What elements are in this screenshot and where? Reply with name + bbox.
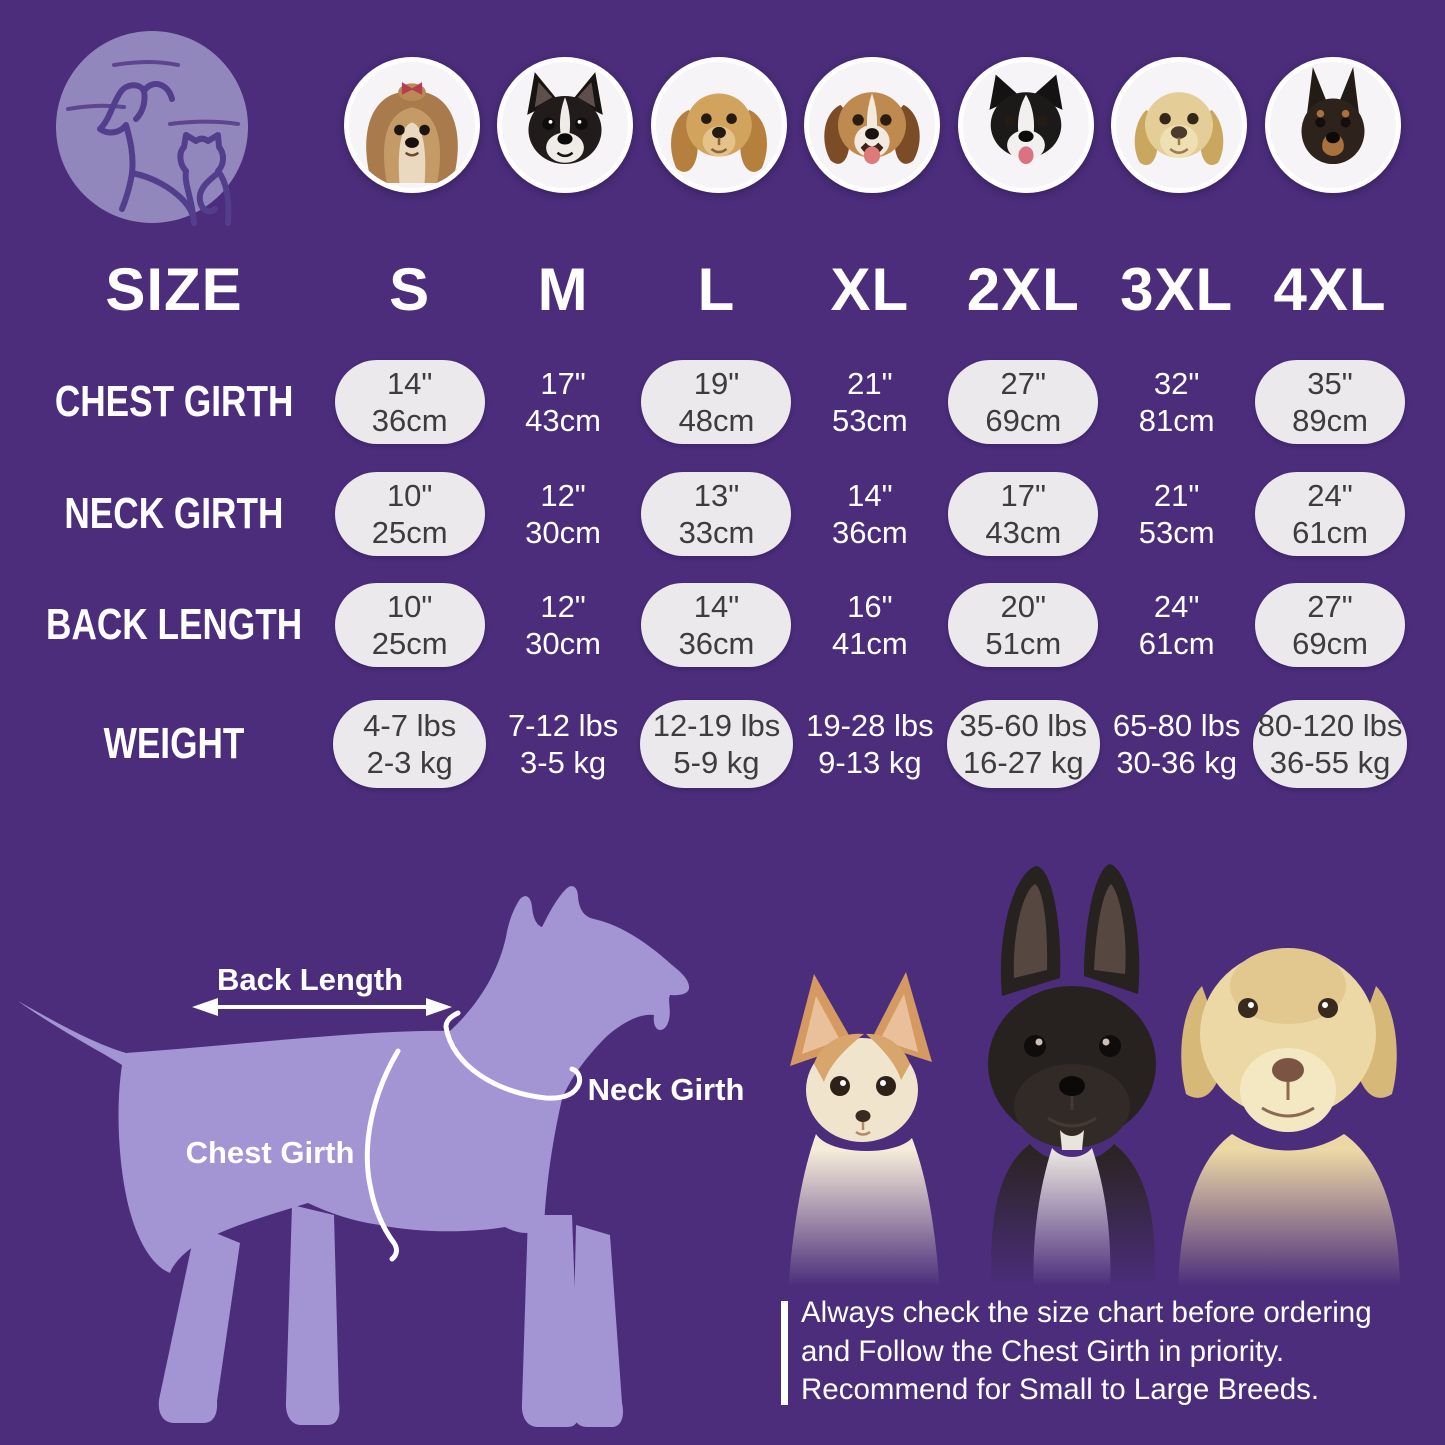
size-cell: 4-7 lbs 2-3 kg [333, 681, 487, 807]
labrador-large-icon [1178, 948, 1400, 1292]
size-cell: 17" 43cm [947, 459, 1100, 569]
breed-photo-labrador [1111, 57, 1247, 193]
beagle-icon [824, 92, 920, 165]
back-length-label: Back Length [216, 962, 404, 997]
neck-girth-label: Neck Girth [587, 1072, 745, 1107]
note-line: and Follow the Chest Girth in priority. [801, 1334, 1285, 1368]
size-cell: 80-120 lbs 36-55 kg [1253, 681, 1407, 807]
doberman-icon [1301, 67, 1365, 165]
row-label-weight: WEIGHT [103, 719, 245, 768]
size-cell: 12-19 lbs 5-9 kg [639, 681, 794, 807]
row-label-back-length: BACK LENGTH [45, 600, 303, 649]
sizing-note: Always check the size chart before order… [801, 1294, 1445, 1410]
size-cell: 17" 43cm [525, 366, 601, 438]
size-cell: 14" 36cm [831, 478, 908, 550]
french-bulldog-icon [988, 864, 1156, 1292]
size-cell: 27" 69cm [1253, 569, 1406, 681]
border-collie-icon [989, 74, 1063, 165]
size-header-xl: XL [830, 255, 910, 323]
breed-photo-boston-terrier [497, 57, 633, 193]
size-cell: 32" 81cm [1138, 366, 1215, 438]
size-cell: 21" 53cm [1138, 478, 1215, 550]
row-label-neck-girth: NECK GIRTH [64, 489, 284, 538]
size-cell: 27" 69cm [947, 345, 1100, 459]
size-cell: 65-80 lbs 30-36 kg [1112, 708, 1241, 780]
size-table: SIZE S M L XL 2XL 3XL 4XL CHEST GIRTH 14… [15, 233, 1407, 807]
chihuahua-icon [788, 972, 940, 1292]
size-cell: 10" 25cm [333, 459, 486, 569]
measurement-diagram [18, 886, 690, 1427]
size-column-title: SIZE [105, 255, 243, 323]
size-cell: 12" 30cm [525, 478, 601, 550]
breed-photo-cocker-spaniel [651, 57, 787, 193]
size-header-l: L [697, 255, 736, 323]
row-label-chest-girth: CHEST GIRTH [54, 377, 294, 426]
size-cell: 10" 25cm [333, 569, 486, 681]
size-cell: 14" 36cm [640, 569, 793, 681]
size-cell: 21" 53cm [831, 366, 908, 438]
size-header-4xl: 4XL [1273, 255, 1387, 323]
size-cell: 14" 36cm [333, 345, 486, 459]
chest-girth-label: Chest Girth [185, 1135, 355, 1170]
size-cell: 13" 33cm [640, 459, 793, 569]
size-header-2xl: 2XL [966, 255, 1080, 323]
note-line: Always check the size chart before order… [801, 1296, 1372, 1329]
size-header-s: S [389, 255, 431, 323]
three-dogs-photo [788, 864, 1400, 1292]
boston-terrier-icon [527, 72, 603, 165]
size-header-3xl: 3XL [1120, 255, 1234, 323]
breed-photo-shih-tzu [344, 57, 480, 193]
size-cell: 12" 30cm [525, 589, 601, 661]
size-header-m: M [537, 255, 589, 323]
size-cell: 7-12 lbs 3-5 kg [507, 708, 619, 780]
note-accent-bar [781, 1301, 788, 1405]
size-cell: 24" 61cm [1138, 589, 1215, 661]
size-cell: 35" 89cm [1253, 345, 1406, 459]
cocker-spaniel-icon [671, 93, 767, 172]
size-cell: 20" 51cm [947, 569, 1100, 681]
dog-cat-logo-icon [56, 31, 248, 226]
size-cell: 16" 41cm [831, 589, 908, 661]
labrador-icon [1134, 92, 1224, 166]
breed-photo-beagle [804, 57, 940, 193]
size-cell: 24" 61cm [1253, 459, 1406, 569]
size-cell: 19" 48cm [640, 345, 793, 459]
shih-tzu-icon [366, 82, 458, 183]
note-line: Recommend for Small to Large Breeds. [801, 1373, 1320, 1406]
breed-photo-border-collie [958, 57, 1094, 193]
brand-logo [52, 27, 252, 227]
size-cell: 19-28 lbs 9-13 kg [806, 708, 934, 780]
breed-photo-doberman [1265, 57, 1401, 193]
size-cell: 35-60 lbs 16-27 kg [946, 681, 1100, 807]
